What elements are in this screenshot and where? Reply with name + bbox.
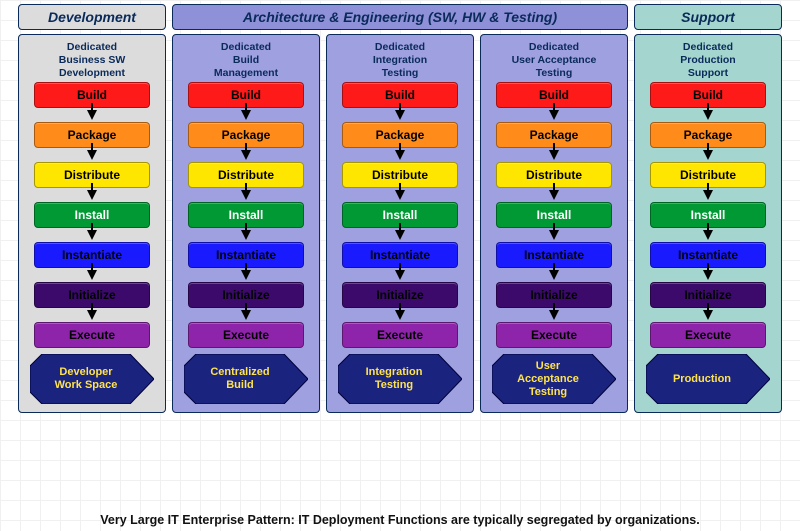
arrow-down-icon bbox=[549, 190, 559, 200]
arrow-down-icon bbox=[241, 230, 251, 240]
arrow-down-icon bbox=[395, 230, 405, 240]
step-execute: Execute bbox=[342, 322, 458, 348]
final-stage-label: Developer Work Space bbox=[30, 354, 154, 404]
swimlane-subhead: Dedicated Integration Testing bbox=[373, 41, 427, 82]
final-stage: Centralized Build bbox=[184, 354, 308, 404]
step-execute: Execute bbox=[496, 322, 612, 348]
step-execute: Execute bbox=[650, 322, 766, 348]
arrow-down-icon bbox=[87, 150, 97, 160]
swimlane-prod: Dedicated Production SupportBuildPackage… bbox=[634, 34, 782, 413]
swimlane-uat: Dedicated User Acceptance TestingBuildPa… bbox=[480, 34, 628, 413]
arrow-down-icon bbox=[87, 310, 97, 320]
arrow-down-icon bbox=[703, 190, 713, 200]
final-stage-label: User Acceptance Testing bbox=[492, 354, 616, 404]
arrow-down-icon bbox=[549, 110, 559, 120]
arrow-down-icon bbox=[241, 190, 251, 200]
arrow-down-icon bbox=[703, 150, 713, 160]
arrow-down-icon bbox=[395, 110, 405, 120]
arrow-down-icon bbox=[87, 190, 97, 200]
arrow-down-icon bbox=[395, 150, 405, 160]
swimlane-build: Dedicated Build ManagementBuildPackageDi… bbox=[172, 34, 320, 413]
arrow-down-icon bbox=[241, 150, 251, 160]
arrow-down-icon bbox=[395, 310, 405, 320]
final-stage: User Acceptance Testing bbox=[492, 354, 616, 404]
swimlane-subhead: Dedicated Build Management bbox=[214, 41, 278, 82]
final-stage-label: Integration Testing bbox=[338, 354, 462, 404]
arrow-down-icon bbox=[703, 310, 713, 320]
arrow-down-icon bbox=[549, 230, 559, 240]
arrow-down-icon bbox=[395, 190, 405, 200]
arrow-down-icon bbox=[87, 230, 97, 240]
swimlane-dev: Dedicated Business SW DevelopmentBuildPa… bbox=[18, 34, 166, 413]
arrow-down-icon bbox=[87, 110, 97, 120]
step-execute: Execute bbox=[34, 322, 150, 348]
final-stage-label: Centralized Build bbox=[184, 354, 308, 404]
arrow-down-icon bbox=[241, 110, 251, 120]
columns-row: Dedicated Business SW DevelopmentBuildPa… bbox=[0, 30, 800, 413]
final-stage-label: Production bbox=[646, 354, 770, 404]
group-header-row: DevelopmentArchitecture & Engineering (S… bbox=[0, 0, 800, 30]
caption: Very Large IT Enterprise Pattern: IT Dep… bbox=[0, 513, 800, 527]
swimlane-subhead: Dedicated Production Support bbox=[680, 41, 735, 82]
step-execute: Execute bbox=[188, 322, 304, 348]
swimlane-subhead: Dedicated Business SW Development bbox=[59, 41, 126, 82]
arrow-down-icon bbox=[241, 310, 251, 320]
arrow-down-icon bbox=[87, 270, 97, 280]
arrow-down-icon bbox=[703, 110, 713, 120]
final-stage: Production bbox=[646, 354, 770, 404]
final-stage: Integration Testing bbox=[338, 354, 462, 404]
group-header: Architecture & Engineering (SW, HW & Tes… bbox=[172, 4, 628, 30]
group-header: Development bbox=[18, 4, 166, 30]
arrow-down-icon bbox=[549, 310, 559, 320]
arrow-down-icon bbox=[549, 150, 559, 160]
arrow-down-icon bbox=[703, 270, 713, 280]
group-header: Support bbox=[634, 4, 782, 30]
swimlane-subhead: Dedicated User Acceptance Testing bbox=[512, 41, 597, 82]
arrow-down-icon bbox=[549, 270, 559, 280]
final-stage: Developer Work Space bbox=[30, 354, 154, 404]
arrow-down-icon bbox=[395, 270, 405, 280]
swimlane-integ: Dedicated Integration TestingBuildPackag… bbox=[326, 34, 474, 413]
arrow-down-icon bbox=[703, 230, 713, 240]
arrow-down-icon bbox=[241, 270, 251, 280]
